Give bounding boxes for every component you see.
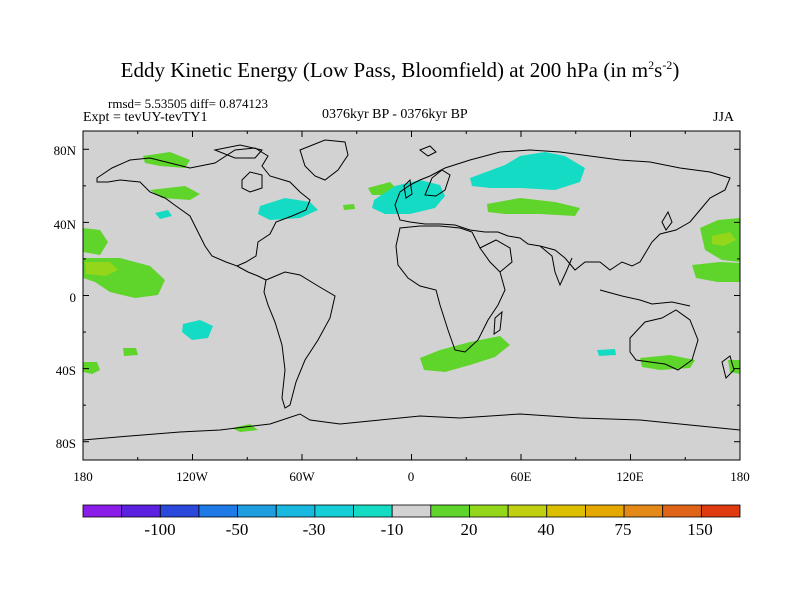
- positive-patch: [640, 355, 695, 370]
- lat-label: 40N: [54, 217, 77, 232]
- colorbar-label: -30: [302, 520, 326, 539]
- colorbar-swatch: [546, 504, 586, 518]
- coastline-japan: [661, 210, 673, 231]
- colorbar-swatch: [314, 504, 354, 518]
- axis-ticks: [82, 131, 741, 460]
- coastline-hudson: [241, 171, 263, 193]
- coastline-india: [539, 245, 573, 287]
- positive-patch: [692, 262, 740, 282]
- colorbar-swatch: [662, 504, 702, 518]
- rmsd-diff-text: rmsd= 5.53505 diff= 0.874123: [108, 96, 268, 111]
- lat-label: 40S: [56, 363, 76, 378]
- positive-patch: [123, 348, 138, 356]
- colorbar-swatch: [275, 504, 316, 518]
- colorbar-label: 150: [687, 520, 713, 539]
- positive-patch: [83, 362, 100, 374]
- positive-strong-patch: [712, 232, 736, 246]
- expt-text: Expt = tevUY-tevTY1: [83, 110, 208, 125]
- colorbar-swatch: [585, 504, 625, 518]
- colorbar-swatch: [700, 504, 741, 518]
- coastline-central-america: [236, 265, 267, 281]
- colorbar-label: -50: [225, 520, 249, 539]
- coastline-africa: [395, 225, 506, 353]
- coastline-north-america: [96, 147, 311, 267]
- colorbar-label: 40: [537, 520, 555, 539]
- lat-label: 80S: [56, 436, 76, 451]
- colorbar-swatch: [237, 504, 277, 518]
- map-background: [83, 131, 740, 460]
- coastline-greenland: [299, 139, 349, 181]
- negative-patch: [182, 320, 213, 340]
- colorbar: [82, 504, 741, 518]
- coastline-svalbard: [418, 145, 437, 157]
- colorbar-swatch: [430, 504, 470, 518]
- coastline-antarctica: [83, 413, 740, 441]
- colorbar-swatch: [198, 504, 238, 518]
- lat-label: 0: [70, 290, 77, 305]
- coastline-eurasia: [394, 149, 731, 271]
- lon-label: 180: [73, 469, 93, 484]
- latitude-labels: 80N 40N 0 40S 80S: [54, 143, 77, 451]
- colorbar-swatch: [623, 504, 664, 518]
- lon-label: 0: [408, 469, 415, 484]
- coastline-new-zealand: [721, 355, 735, 379]
- colorbar-label: 20: [460, 520, 478, 539]
- colorbar-label: -10: [380, 520, 404, 539]
- positive-patch: [728, 360, 740, 374]
- coastline-scandinavia: [424, 169, 451, 197]
- colorbar-swatch: [353, 504, 393, 518]
- lon-label: 120E: [616, 469, 644, 484]
- positive-strong-patch: [85, 262, 118, 276]
- negative-patch: [155, 210, 172, 219]
- colorbar-swatch: [121, 504, 161, 518]
- positive-strong-anomaly-patches: [85, 232, 736, 276]
- negative-anomaly-patches: [155, 152, 616, 356]
- negative-patch: [258, 198, 318, 220]
- colorbar-swatch: [507, 504, 548, 518]
- coastline-madagascar: [493, 310, 503, 335]
- lon-label: 60E: [511, 469, 532, 484]
- lon-label: 180: [730, 469, 750, 484]
- coastline-arabia: [479, 239, 513, 273]
- coastline-britain: [403, 178, 413, 199]
- period-text: 0376kyr BP - 0376kyr BP: [322, 107, 468, 122]
- season-text: JJA: [713, 110, 735, 125]
- coastlines: [83, 139, 740, 441]
- colorbar-label: 75: [614, 520, 632, 539]
- coastline-australia: [629, 309, 699, 371]
- colorbar-swatch: [391, 504, 432, 518]
- colorbar-swatch: [82, 504, 123, 518]
- negative-patch: [470, 152, 585, 190]
- negative-patch: [372, 180, 445, 214]
- lon-label: 120W: [176, 469, 209, 484]
- lat-label: 80N: [54, 143, 77, 158]
- coastline-indonesia: [599, 289, 691, 307]
- positive-patch: [420, 336, 510, 372]
- positive-patch: [343, 204, 355, 210]
- negative-patch: [597, 349, 616, 356]
- colorbar-label: -100: [144, 520, 176, 539]
- lon-label: 60W: [289, 469, 315, 484]
- positive-patch: [143, 152, 190, 168]
- coastline-arctic-islands: [213, 144, 263, 159]
- positive-patch: [487, 198, 580, 216]
- coastline-south-america: [263, 271, 336, 409]
- positive-patch: [83, 228, 108, 255]
- colorbar-swatch: [159, 504, 200, 518]
- longitude-labels: 180 120W 60W 0 60E 120E 180: [73, 469, 750, 484]
- colorbar-swatch: [469, 504, 509, 518]
- map-title: Eddy Kinetic Energy (Low Pass, Bloomfiel…: [120, 58, 680, 82]
